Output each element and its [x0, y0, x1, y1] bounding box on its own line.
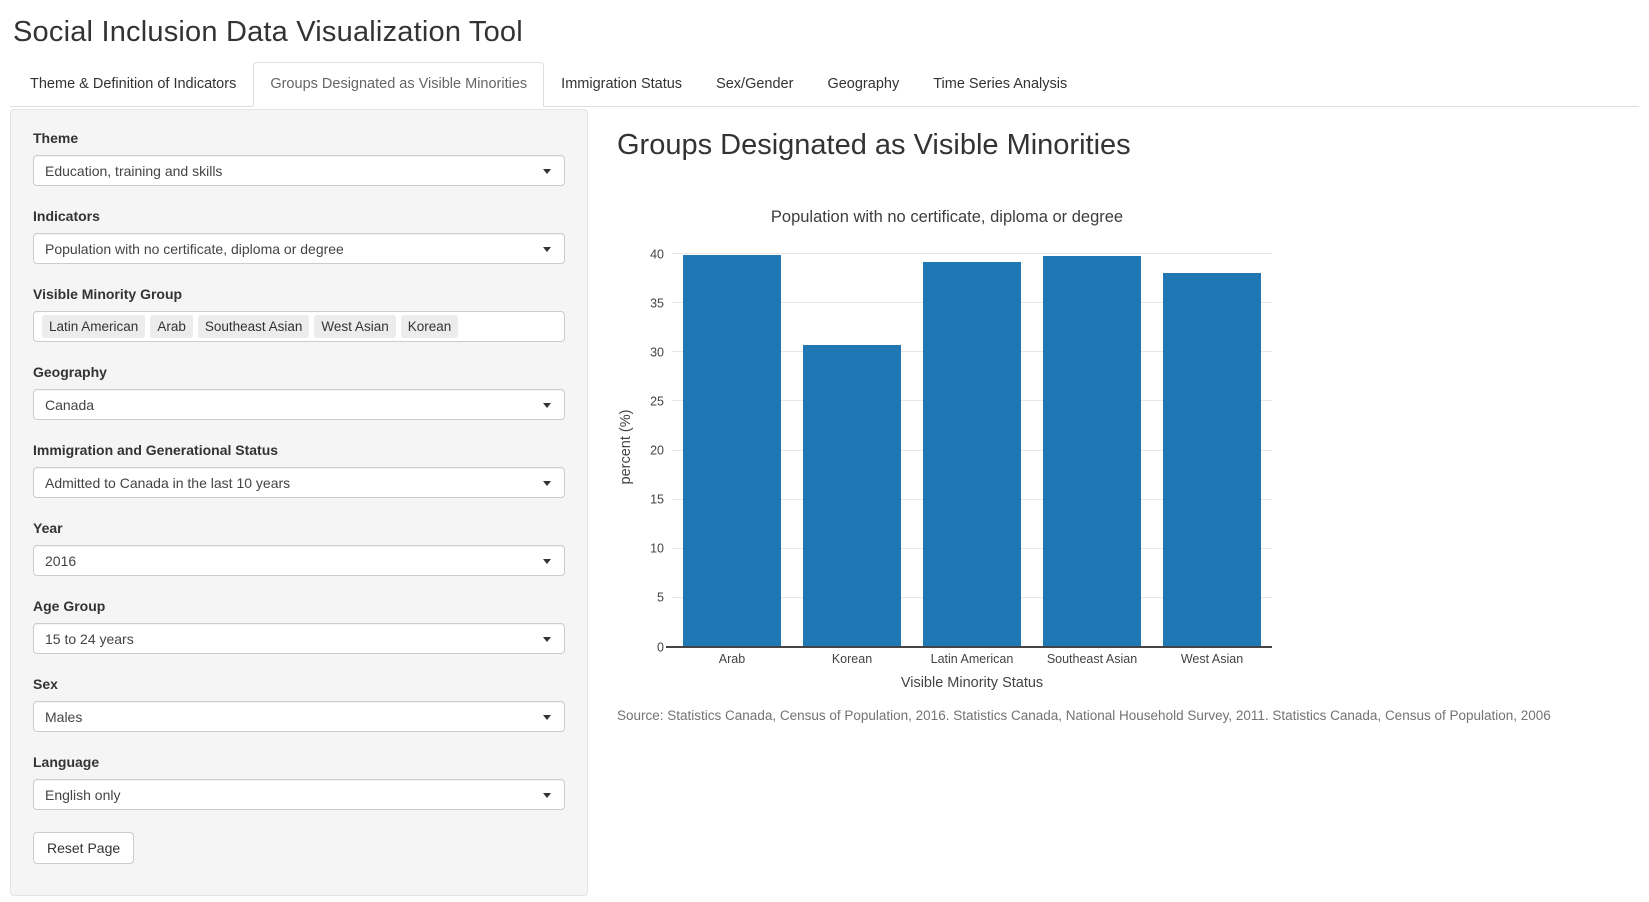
x-tick-label-korean: Korean — [831, 652, 873, 667]
form-group-year: Year 2016 — [33, 520, 565, 577]
form-group-immigration-and-generational-status: Immigration and Generational Status Admit… — [33, 442, 565, 499]
bar-southeast-asian[interactable] — [1043, 255, 1141, 648]
bar-arab[interactable] — [683, 255, 781, 648]
y-tick-label: 0 — [657, 639, 664, 654]
y-axis-title: percent (%) — [618, 409, 634, 485]
select-language[interactable]: English only — [33, 779, 565, 811]
caret-down-icon — [543, 793, 551, 799]
token-korean[interactable]: Korean — [400, 314, 459, 339]
select-age-group[interactable]: 15 to 24 years — [33, 623, 565, 655]
x-tick-label-latin-american: Latin American — [930, 652, 1014, 667]
bar-slot — [912, 247, 1032, 648]
chart-title: Population with no certificate, diploma … — [770, 208, 1124, 227]
caret-down-icon — [543, 403, 551, 409]
form-group-sex: Sex Males — [33, 676, 565, 733]
field-label-indicators: Indicators — [33, 208, 100, 225]
y-tick-label: 20 — [650, 443, 664, 458]
bars-layer — [672, 247, 1272, 648]
token-latin-american[interactable]: Latin American — [42, 314, 146, 339]
bar-slot — [672, 247, 792, 648]
field-label-geography: Geography — [33, 364, 107, 381]
tab-geography[interactable]: Geography — [827, 76, 900, 92]
y-tick-label: 5 — [657, 590, 664, 605]
select-theme[interactable]: Education, training and skills — [33, 155, 565, 187]
caret-down-icon — [543, 559, 551, 565]
bar-chart: Population with no certificate, diploma … — [618, 208, 1272, 692]
field-label-age-group: Age Group — [33, 598, 106, 615]
tab-sex-gender[interactable]: Sex/Gender — [716, 76, 794, 92]
select-value-sex: Males — [45, 708, 83, 725]
field-label-theme: Theme — [33, 130, 79, 147]
x-tick-label-west-asian: West Asian — [1180, 652, 1244, 667]
token-arab[interactable]: Arab — [150, 314, 193, 339]
form-group-language: Language English only — [33, 754, 565, 811]
y-tick-label: 25 — [650, 394, 664, 409]
source-note: Source: Statistics Canada, Census of Pop… — [617, 708, 1551, 724]
x-axis-line — [666, 646, 1272, 649]
form-group-indicators: Indicators Population with no certificate… — [33, 208, 565, 265]
tab-immigration-status[interactable]: Immigration Status — [561, 76, 683, 92]
select-immigration-and-generational-status[interactable]: Admitted to Canada in the last 10 years — [33, 467, 565, 499]
select-year[interactable]: 2016 — [33, 545, 565, 577]
main-panel: Groups Designated as Visible Minorities … — [588, 109, 1639, 896]
bar-west-asian[interactable] — [1163, 272, 1261, 648]
bar-slot — [1152, 247, 1272, 648]
sidebar: Theme Education, training and skills Indic… — [10, 109, 588, 897]
field-label-language: Language — [33, 754, 100, 771]
field-label-sex: Sex — [33, 676, 58, 693]
select-sex[interactable]: Males — [33, 701, 565, 733]
form-group-age-group: Age Group 15 to 24 years — [33, 598, 565, 655]
form-group-geography: Geography Canada — [33, 364, 565, 421]
select-value-age-group: 15 to 24 years — [45, 630, 134, 647]
tab-theme-definition-of-indicators[interactable]: Theme & Definition of Indicators — [30, 76, 237, 92]
form-group-visible-minority-group: Visible Minority Group Latin American Arab… — [33, 286, 565, 343]
bar-latin-american[interactable] — [923, 261, 1021, 648]
caret-down-icon — [543, 247, 551, 253]
form-group-theme: Theme Education, training and skills — [33, 130, 565, 187]
x-tick-labels: Arab Korean Latin American Southeast Asian W… — [672, 652, 1272, 666]
y-tick-label: 15 — [650, 492, 664, 507]
reset-page-button[interactable]: Reset Page — [33, 832, 135, 865]
y-tick-label: 35 — [650, 295, 664, 310]
token-southeast-asian[interactable]: Southeast Asian — [197, 314, 310, 339]
bar-korean[interactable] — [803, 345, 901, 648]
caret-down-icon — [543, 169, 551, 175]
page-title: Groups Designated as Visible Minorities — [617, 129, 1131, 162]
x-axis-title: Visible Minority Status — [900, 675, 1044, 692]
content-row: Theme Education, training and skills Indic… — [10, 109, 1639, 897]
page: Social Inclusion Data Visualization Tool… — [0, 16, 1649, 897]
select-value-geography: Canada — [45, 396, 95, 413]
multiselect-visible-minority-group[interactable]: Latin American Arab Southeast Asian West As… — [33, 311, 565, 343]
field-label-visible-minority-group: Visible Minority Group — [33, 286, 183, 303]
select-indicators[interactable]: Population with no certificate, diploma … — [33, 233, 565, 265]
select-geography[interactable]: Canada — [33, 389, 565, 421]
caret-down-icon — [543, 715, 551, 721]
tab-groups-designated-as-visible-minorities[interactable]: Groups Designated as Visible Minorities — [253, 62, 545, 108]
field-label-immigration-and-generational-status: Immigration and Generational Status — [33, 442, 279, 459]
select-value-theme: Education, training and skills — [45, 162, 223, 179]
select-value-year: 2016 — [45, 552, 77, 569]
token-west-asian[interactable]: West Asian — [314, 314, 396, 339]
bar-slot — [792, 247, 912, 648]
bar-slot — [1032, 247, 1152, 648]
caret-down-icon — [543, 637, 551, 643]
x-tick-label-arab: Arab — [718, 652, 746, 667]
caret-down-icon — [543, 481, 551, 487]
sidebar-form: Theme Education, training and skills Indic… — [33, 130, 565, 811]
app-title: Social Inclusion Data Visualization Tool — [13, 16, 523, 48]
y-tick-label: 30 — [650, 345, 664, 360]
tab-time-series-analysis[interactable]: Time Series Analysis — [933, 76, 1068, 92]
select-value-immigration-and-generational-status: Admitted to Canada in the last 10 years — [45, 474, 291, 491]
plot-area: percent (%) 0 5 10 15 20 25 30 35 40 — [618, 247, 1272, 653]
select-value-language: English only — [45, 786, 121, 803]
field-label-year: Year — [33, 520, 63, 537]
gridline — [672, 253, 1272, 255]
tab-bar: Theme & Definition of Indicators Groups D… — [10, 62, 1639, 108]
select-value-indicators: Population with no certificate, diploma … — [45, 240, 344, 257]
y-tick-label: 10 — [650, 541, 664, 556]
y-tick-label: 40 — [650, 246, 664, 261]
x-tick-label-southeast-asian: Southeast Asian — [1046, 652, 1138, 667]
